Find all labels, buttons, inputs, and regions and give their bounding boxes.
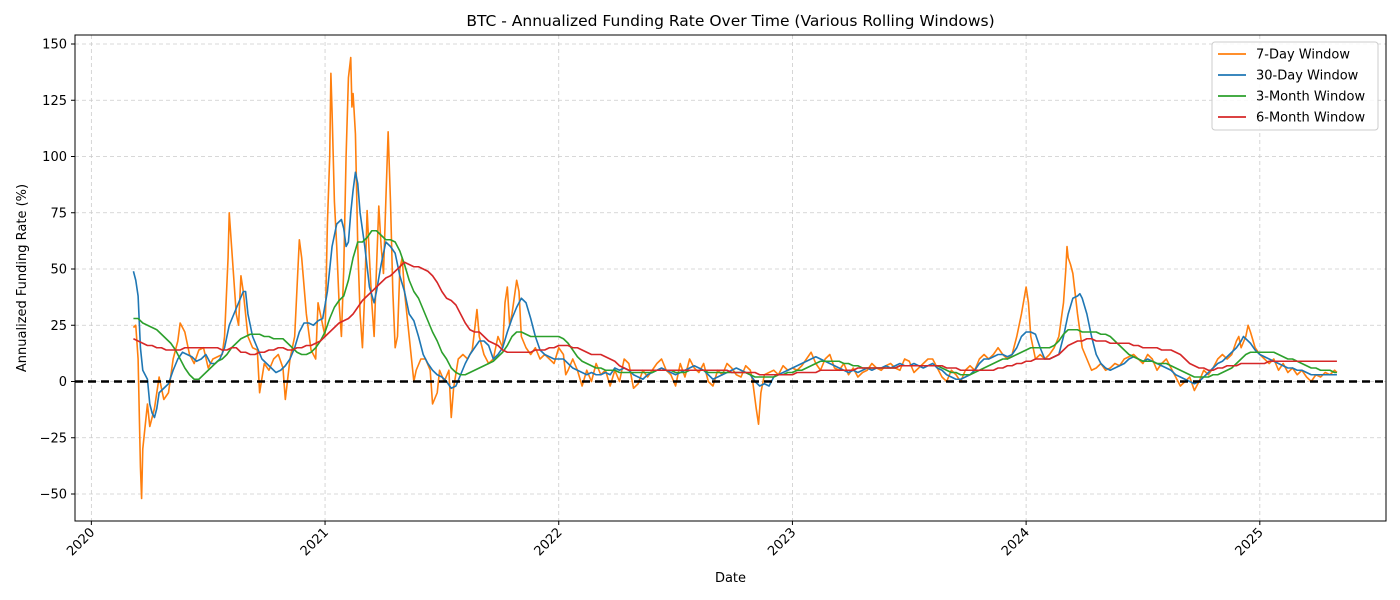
x-tick-label: 2021 (298, 525, 332, 559)
y-tick-label: 0 (59, 375, 67, 390)
y-tick-label: 25 (50, 319, 67, 334)
x-axis-title: Date (715, 571, 746, 586)
series-layer (132, 56, 1338, 500)
x-tick-label: 2020 (64, 525, 98, 559)
y-tick-label: 150 (42, 38, 67, 53)
legend-label: 7-Day Window (1256, 48, 1350, 63)
x-tick-label: 2022 (532, 525, 566, 559)
y-tick-label: 125 (42, 94, 67, 109)
y-tick-label: −25 (40, 431, 67, 446)
legend-label: 6-Month Window (1256, 111, 1365, 126)
legend-label: 3-Month Window (1256, 90, 1365, 105)
legend: 7-Day Window 30-Day Window 3-Month Window 6… (1211, 41, 1379, 131)
y-tick-label: 50 (50, 263, 67, 278)
y-axis-title: Annualized Funding Rate (%) (15, 184, 30, 372)
y-tick-label: 75 (50, 206, 67, 221)
x-tick-label: 2023 (765, 525, 799, 559)
y-tick-label: 100 (42, 150, 67, 165)
x-tick-label: 2024 (999, 525, 1033, 559)
x-tick-label: 2025 (1233, 525, 1267, 559)
legend-frame (1211, 41, 1379, 131)
legend-label: 30-Day Window (1256, 69, 1359, 84)
series-line-4 (133, 261, 1337, 376)
plot-frame (74, 34, 1387, 522)
grid-layer (75, 35, 1386, 521)
y-tick-label: −50 (40, 488, 67, 503)
series-line-1 (132, 56, 1338, 500)
chart-title: BTC - Annualized Funding Rate Over Time … (466, 12, 994, 30)
